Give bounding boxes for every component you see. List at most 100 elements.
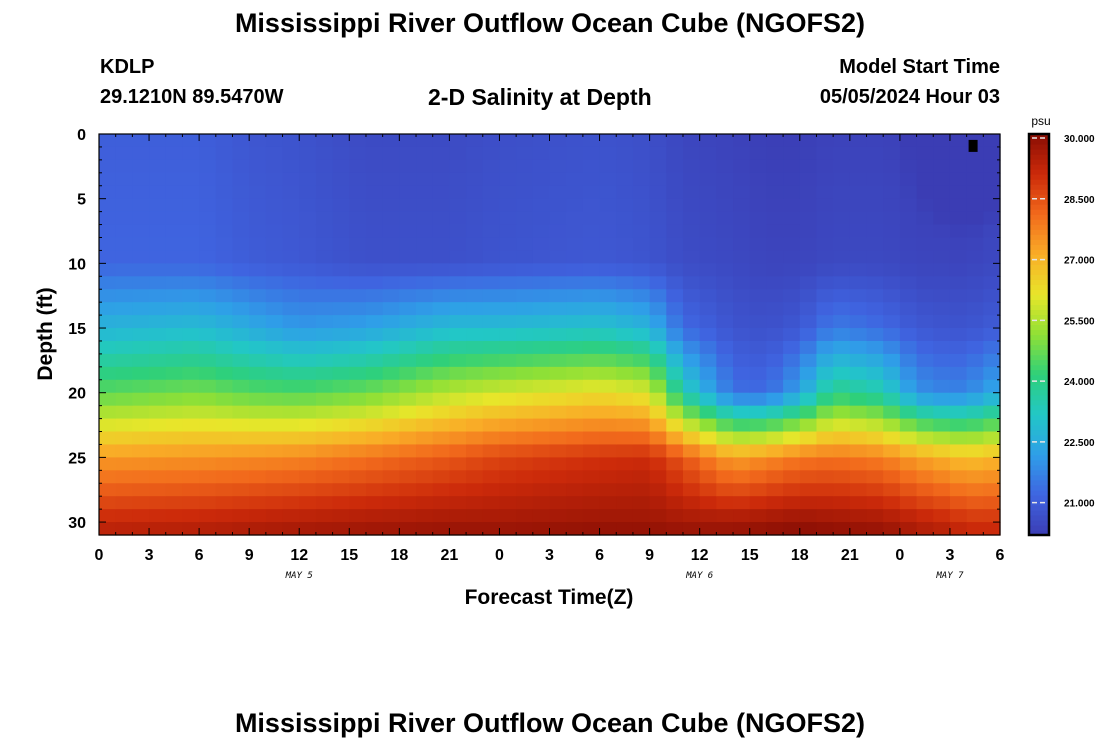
heatmap-cell: [432, 366, 450, 381]
heatmap-cell: [699, 522, 717, 536]
heatmap-cell: [349, 315, 367, 329]
heatmap-cell: [416, 340, 434, 355]
heatmap-cell: [449, 379, 467, 394]
heatmap-cell: [966, 315, 984, 329]
heatmap-cell: [182, 237, 200, 252]
heatmap-cell: [499, 302, 517, 316]
colorbar-band: [1029, 434, 1049, 441]
heatmap-cell: [432, 353, 450, 368]
heatmap-cell: [966, 224, 984, 239]
heatmap-cell: [199, 134, 217, 148]
heatmap-cell: [899, 328, 918, 342]
heatmap-cell: [616, 379, 634, 394]
heatmap-cell: [949, 211, 968, 226]
heatmap-cell: [449, 444, 467, 458]
heatmap-cell: [315, 405, 334, 420]
heatmap-cell: [165, 405, 184, 420]
heatmap-cell: [282, 418, 300, 433]
heatmap-cell: [799, 353, 818, 368]
heatmap-cell: [115, 134, 133, 148]
heatmap-cell: [933, 483, 951, 497]
heatmap-cell: [132, 379, 150, 394]
heatmap-cell: [332, 185, 350, 200]
salinity-minimum-marker: [968, 139, 978, 152]
heatmap-cell: [99, 457, 117, 471]
heatmap-cell: [399, 302, 417, 316]
heatmap-cell: [733, 302, 751, 316]
heatmap-cell: [949, 405, 968, 420]
heatmap-cell: [916, 392, 934, 407]
heatmap-cell: [232, 134, 250, 148]
heatmap-cell: [549, 328, 567, 342]
heatmap-cell: [899, 198, 918, 213]
heatmap-cell: [149, 237, 167, 252]
heatmap-cell: [265, 211, 284, 226]
heatmap-cell: [749, 470, 768, 484]
heatmap-cell: [833, 392, 851, 407]
heatmap-cell: [149, 405, 167, 420]
heatmap-cell: [232, 224, 250, 239]
heatmap-cell: [799, 224, 818, 239]
heatmap-cell: [99, 172, 117, 187]
heatmap-cell: [866, 302, 884, 316]
heatmap-cell: [766, 431, 784, 446]
heatmap-cell: [799, 185, 818, 200]
heatmap-cell: [132, 315, 150, 329]
heatmap-cell: [749, 198, 768, 213]
heatmap-cell: [949, 198, 968, 213]
heatmap-cell: [632, 483, 651, 497]
heatmap-cell: [249, 379, 267, 394]
heatmap-cell: [466, 483, 484, 497]
heatmap-cell: [649, 250, 667, 264]
heatmap-cell: [632, 431, 651, 446]
heatmap-cell: [866, 172, 884, 187]
heatmap-cell: [566, 340, 584, 355]
heatmap-cell: [132, 146, 150, 161]
heatmap-cell: [499, 509, 517, 523]
heatmap-cell: [315, 470, 334, 484]
heatmap-cell: [532, 522, 551, 536]
heatmap-cell: [866, 444, 884, 458]
heatmap-cell: [632, 522, 651, 536]
heatmap-cell: [416, 353, 434, 368]
heatmap-cell: [99, 146, 117, 161]
heatmap-cell: [582, 366, 601, 381]
heatmap-cell: [332, 211, 350, 226]
heatmap-cell: [232, 237, 250, 252]
heatmap-cell: [399, 340, 417, 355]
heatmap-cell: [149, 211, 167, 226]
heatmap-cell: [265, 250, 284, 264]
heatmap-cell: [382, 159, 400, 174]
heatmap-cell: [466, 509, 484, 523]
heatmap-cell: [649, 379, 667, 394]
heatmap-cell: [933, 379, 951, 394]
heatmap-cell: [666, 353, 684, 368]
heatmap-cell: [799, 289, 818, 303]
heatmap-cell: [616, 134, 634, 148]
heatmap-cell: [983, 444, 1001, 458]
heatmap-cell: [749, 302, 768, 316]
date-label: MAY 7: [935, 571, 964, 581]
heatmap-cell: [449, 302, 467, 316]
heatmap-cell: [466, 250, 484, 264]
heatmap-cell: [983, 185, 1001, 200]
heatmap-cell: [733, 405, 751, 420]
heatmap-cell: [215, 224, 234, 239]
heatmap-cell: [349, 496, 367, 510]
heatmap-cell: [666, 276, 684, 290]
heatmap-cell: [933, 315, 951, 329]
heatmap-cell: [549, 134, 567, 148]
heatmap-cell: [766, 211, 784, 226]
heatmap-cell: [582, 418, 601, 433]
heatmap-cell: [265, 198, 284, 213]
heatmap-cell: [682, 522, 701, 536]
heatmap-cell: [716, 198, 734, 213]
x-tick-label: 15: [340, 547, 358, 564]
heatmap-cell: [899, 263, 918, 277]
heatmap-cell: [449, 418, 467, 433]
heatmap-cell: [616, 263, 634, 277]
heatmap-cell: [165, 276, 184, 290]
heatmap-cell: [883, 379, 901, 394]
heatmap-cell: [282, 496, 300, 510]
heatmap-cell: [215, 522, 234, 536]
